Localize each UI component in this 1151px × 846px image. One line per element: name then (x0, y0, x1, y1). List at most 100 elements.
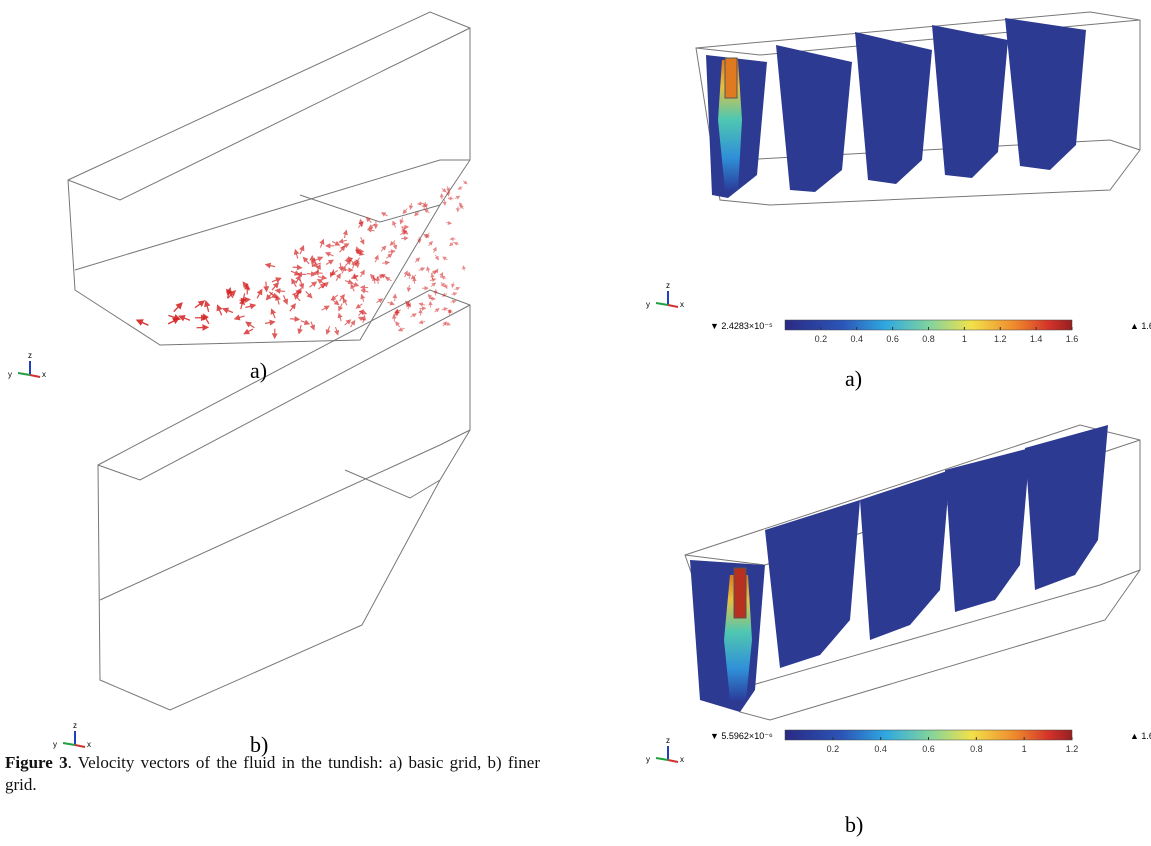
slice (860, 470, 950, 640)
arrow (419, 322, 425, 323)
arrow (381, 246, 386, 251)
arrow (174, 303, 182, 312)
arrow (454, 243, 459, 245)
caption-text: . Velocity vectors of the fluid in the t… (5, 753, 540, 794)
arrow (443, 322, 446, 326)
arrow (218, 305, 222, 315)
arrow (351, 283, 358, 286)
arrow (326, 253, 333, 256)
colorbar-tick-label: 1 (1022, 744, 1027, 754)
arrow (458, 187, 462, 190)
arrow (345, 320, 351, 325)
axis-x (30, 375, 40, 377)
panel-label: a) (250, 358, 267, 383)
arrow (441, 277, 446, 279)
arrow (320, 240, 323, 248)
arrow (419, 237, 420, 243)
arrow (435, 255, 438, 260)
arrow (340, 263, 342, 271)
arrow (450, 242, 454, 246)
arrow (386, 278, 392, 281)
arrow (272, 278, 281, 282)
arrow (327, 326, 330, 334)
arrow (296, 276, 300, 284)
arrow (419, 304, 425, 306)
arrow (429, 242, 433, 246)
arrow (240, 299, 250, 300)
colorbar-tick-label: 1.6 (1066, 334, 1079, 344)
arrow (336, 274, 340, 281)
arrow (403, 209, 407, 214)
axis-letter: z (666, 736, 670, 745)
arrow (382, 262, 389, 263)
arrow (368, 229, 375, 231)
arrow (452, 282, 453, 287)
axis-letter: z (28, 351, 32, 360)
arrow (361, 237, 364, 244)
arrow (434, 247, 437, 252)
figure: a) b) a) b) zyxzyxzyxzyx▼ 2.4283×10⁻⁵▲ 1… (0, 0, 1151, 846)
colorbar-tick-label: 1.4 (1030, 334, 1043, 344)
colorbar-tick-label: 0.4 (874, 744, 887, 754)
arrow (382, 213, 388, 216)
arrow (441, 282, 444, 286)
arrow (394, 315, 395, 322)
arrow (137, 320, 148, 325)
axis-y (63, 743, 75, 745)
axis-letter: y (646, 755, 650, 764)
colorbar-tick-label: 1.2 (994, 334, 1007, 344)
arrow (435, 308, 439, 312)
arrow (396, 322, 400, 327)
arrow (419, 268, 425, 270)
axis-letter: y (53, 740, 57, 749)
axis-x (668, 305, 678, 307)
arrow (242, 293, 244, 303)
arrow (179, 316, 190, 320)
arrow (425, 209, 430, 212)
arrow (332, 242, 339, 246)
arrow (344, 231, 346, 239)
colorbar-tick-label: 1.2 (1066, 744, 1079, 754)
arrow (354, 274, 357, 281)
arrow (463, 266, 464, 271)
arrow (445, 323, 450, 325)
edge (300, 195, 440, 222)
arrow (299, 325, 301, 333)
slice (855, 32, 932, 184)
arrow (303, 257, 309, 263)
panel-label: b) (845, 812, 863, 837)
arrow (393, 221, 396, 227)
arrow (376, 299, 382, 303)
page: {"panels":[ {"label":"a)","triad":["z","… (0, 0, 1151, 846)
velocity-vectors (137, 181, 467, 338)
colorbar-tick-label: 0.2 (827, 744, 840, 754)
arrow (203, 314, 208, 323)
colorbar-max: ▲ 1.6 (1130, 321, 1151, 331)
arrow (444, 283, 446, 288)
arrow (318, 279, 325, 283)
arrow (311, 322, 314, 330)
arrow (351, 284, 354, 291)
arrow (301, 321, 309, 324)
arrow (322, 306, 329, 310)
axis-letter: x (680, 300, 684, 309)
arrow (463, 181, 467, 184)
arrow (418, 203, 424, 204)
arrow (332, 300, 338, 305)
arrow (387, 254, 392, 258)
arrow (356, 251, 363, 252)
arrow (399, 328, 405, 330)
arrow (342, 244, 349, 248)
arrow (369, 224, 375, 228)
arrow (272, 283, 278, 290)
colorbar-min: ▼ 2.4283×10⁻⁵ (710, 321, 773, 331)
arrow (300, 280, 303, 288)
colorbar-tick-label: 0.2 (815, 334, 828, 344)
nozzle (725, 58, 737, 98)
arrow (388, 302, 394, 304)
colorbar-tick-label: 0.6 (886, 334, 899, 344)
arrow (295, 250, 297, 259)
caption: Figure 3. Velocity vectors of the fluid … (5, 752, 540, 796)
tundish-b (98, 290, 470, 710)
arrow (266, 282, 267, 292)
